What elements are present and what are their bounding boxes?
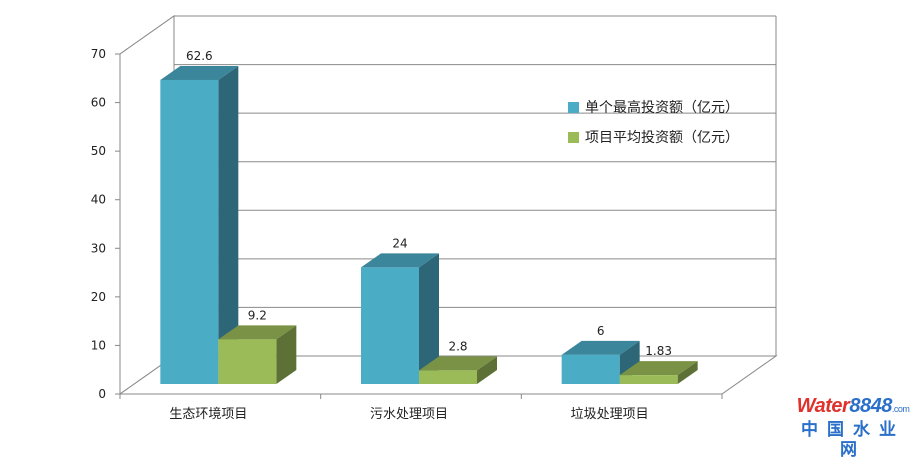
legend-item-series-1: 单个最高投资额（亿元） bbox=[568, 92, 739, 122]
bar-side-s1-c2 bbox=[419, 253, 439, 384]
y-tick-label: 40 bbox=[91, 193, 106, 207]
x-tick-label: 生态环境项目 bbox=[169, 407, 247, 422]
watermark-suffix: .com bbox=[891, 404, 910, 414]
data-label: 62.6 bbox=[186, 49, 213, 63]
data-label: 2.8 bbox=[448, 339, 467, 353]
data-label: 24 bbox=[392, 236, 407, 250]
chart: 0 10 20 30 40 50 60 70 62.6 9.2 生态环境项目 24 2.8 污水处理项目 6… bbox=[91, 15, 778, 422]
bar-s1-c1 bbox=[160, 79, 219, 384]
watermark-brand-a: Water bbox=[796, 395, 850, 417]
bar-side-s2-c1 bbox=[276, 325, 297, 384]
y-tick-label: 20 bbox=[91, 290, 106, 304]
legend-swatch-series-2 bbox=[568, 131, 579, 143]
y-tick-label: 10 bbox=[91, 338, 106, 352]
watermark: Water8848.com 中国水业网 bbox=[790, 396, 916, 460]
bar-side-s2-c3 bbox=[677, 361, 698, 384]
bar-top-s1-c1 bbox=[160, 65, 239, 80]
bars bbox=[160, 65, 698, 384]
bar-s2-c3 bbox=[619, 375, 678, 384]
labels: 0 10 20 30 40 50 60 70 62.6 9.2 生态环境项目 24 2.8 污水处理项目 6… bbox=[91, 47, 672, 422]
legend-swatch-series-1 bbox=[568, 101, 579, 113]
bar-s1-c2 bbox=[361, 267, 419, 384]
gridline bbox=[119, 15, 776, 55]
watermark-logo: Water8848.com bbox=[790, 396, 916, 419]
bar-side-s1-c1 bbox=[218, 65, 239, 384]
legend-item-series-2: 项目平均投资额（亿元） bbox=[568, 122, 739, 152]
y-tick-label: 30 bbox=[91, 241, 106, 255]
y-tick-label: 50 bbox=[91, 144, 106, 158]
bar-side-s2-c2 bbox=[477, 356, 497, 384]
legend-label-series-2: 项目平均投资额（亿元） bbox=[585, 130, 739, 146]
watermark-brand-b: 8848 bbox=[849, 395, 892, 417]
legend: 单个最高投资额（亿元） 项目平均投资额（亿元） bbox=[568, 92, 739, 152]
data-label: 1.83 bbox=[645, 344, 672, 358]
data-label: 6 bbox=[597, 324, 605, 338]
x-tick-label: 垃圾处理项目 bbox=[571, 407, 649, 422]
y-tick-label: 60 bbox=[91, 96, 106, 110]
bar-top-s2-c3 bbox=[619, 361, 698, 376]
bar-top-s2-c1 bbox=[218, 325, 297, 340]
x-tick-label: 污水处理项目 bbox=[370, 407, 448, 422]
bar-top-s2-c2 bbox=[419, 356, 497, 371]
bar-s1-c3 bbox=[561, 354, 620, 384]
legend-label-series-1: 单个最高投资额（亿元） bbox=[585, 100, 739, 116]
y-tick-label: 0 bbox=[98, 387, 106, 401]
watermark-cn: 中国水业网 bbox=[801, 420, 905, 460]
bar-s2-c2 bbox=[419, 370, 477, 384]
data-label: 9.2 bbox=[248, 308, 267, 322]
bar-s2-c1 bbox=[218, 339, 277, 384]
bar-top-s1-c3 bbox=[561, 340, 640, 355]
bar-top-s1-c2 bbox=[361, 253, 439, 268]
y-tick-label: 70 bbox=[91, 47, 106, 61]
